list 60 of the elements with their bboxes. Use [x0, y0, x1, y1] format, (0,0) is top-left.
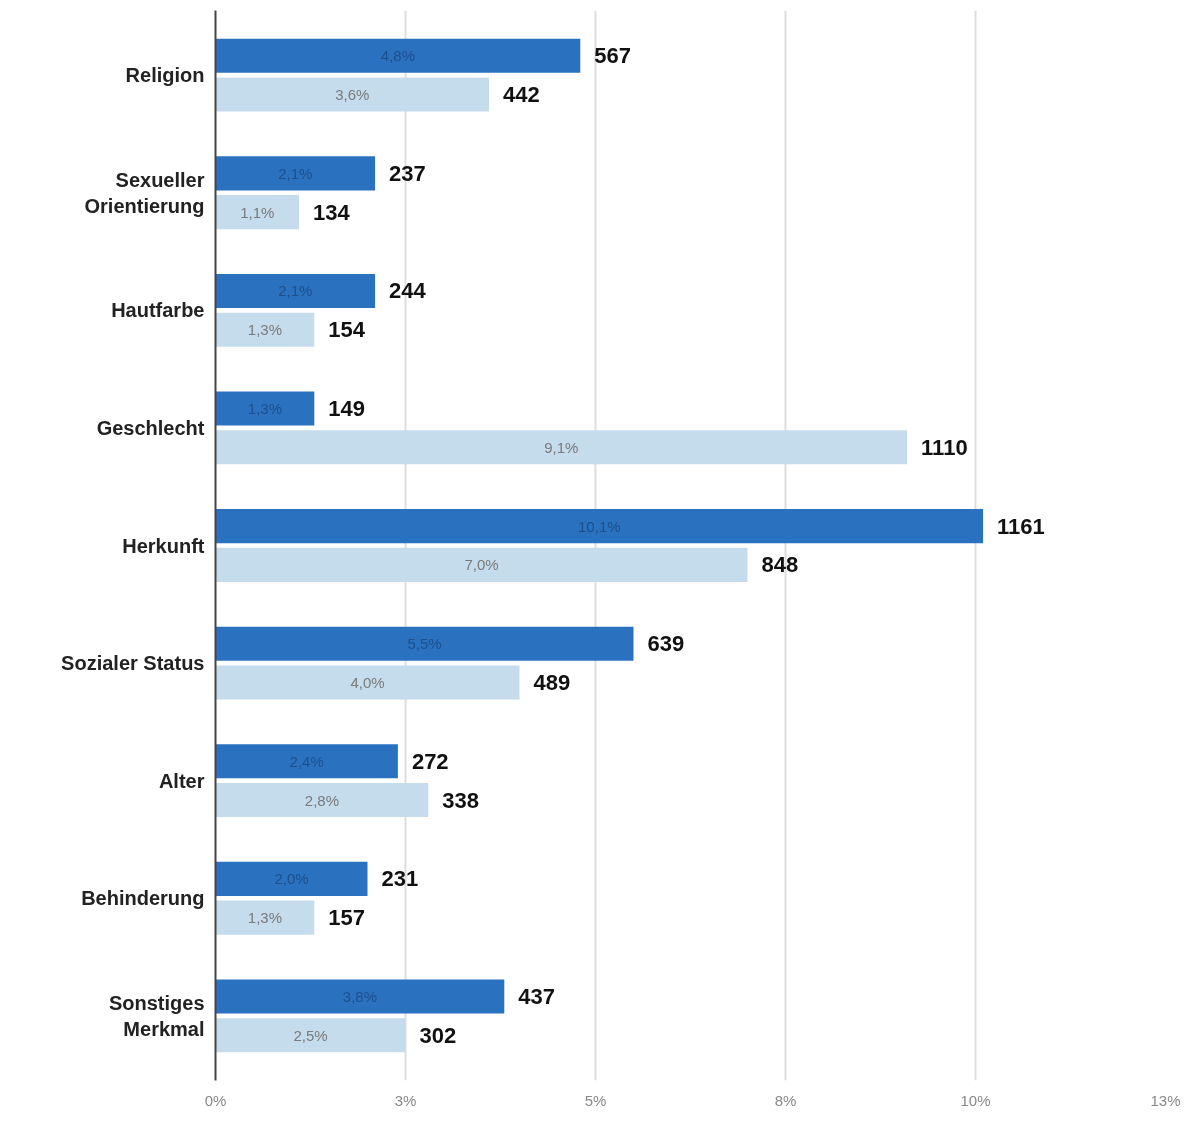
bar: [215, 312, 315, 347]
bar: [215, 626, 634, 661]
annotation: 1161: [997, 513, 1045, 539]
x-tick-label: 13%: [1150, 1091, 1181, 1109]
annotation: 244: [389, 278, 427, 304]
data-label: 7,0%: [464, 556, 499, 574]
bar: [215, 195, 300, 230]
bar: [215, 509, 984, 544]
y-tick-label: Religion: [125, 64, 205, 87]
bar: [215, 547, 748, 582]
y-tick-label: Geschlecht: [96, 416, 205, 439]
data-label: 2,5%: [293, 1026, 328, 1044]
data-label: 3,6%: [335, 86, 370, 104]
annotation: 338: [442, 787, 480, 813]
annotation: 157: [328, 905, 366, 931]
annotation: 639: [647, 631, 685, 657]
bar: [215, 273, 376, 308]
x-tick-label: 8%: [774, 1091, 797, 1109]
annotation: 1110: [921, 434, 968, 460]
data-label: 2,8%: [304, 791, 340, 809]
data-label: 1,3%: [247, 909, 283, 927]
bar: [215, 900, 315, 935]
x-tick-label: 5%: [584, 1091, 607, 1109]
bar: [215, 77, 490, 112]
annotation: 302: [419, 1022, 457, 1048]
annotation: 848: [761, 552, 799, 578]
y-tick-label: Behinderung: [81, 887, 205, 910]
y-tick-label: Herkunft: [122, 534, 205, 557]
bar: [215, 783, 429, 818]
bar: [215, 391, 315, 426]
annotation: 237: [389, 160, 426, 186]
annotation: 437: [518, 983, 556, 1009]
data-label: 9,1%: [544, 438, 579, 456]
data-label: 4,0%: [350, 673, 385, 691]
bar: [215, 1018, 406, 1053]
annotation: 154: [328, 317, 366, 343]
annotation: 489: [533, 669, 571, 695]
x-tick-label: 0%: [204, 1091, 227, 1109]
annotation: 149: [328, 396, 366, 422]
bar: [215, 156, 376, 191]
annotation: 231: [381, 866, 419, 892]
data-label: 1,3%: [247, 321, 283, 339]
x-tick-label: 3%: [394, 1091, 417, 1109]
annotation: 134: [313, 199, 351, 225]
y-tick-label: Sexueller Orientierung: [84, 168, 205, 217]
bar: [215, 979, 505, 1014]
y-tick-label: Alter: [158, 769, 205, 792]
x-tick-label: 10%: [960, 1091, 991, 1109]
annotation: 272: [411, 748, 449, 774]
annotation: 567: [594, 43, 632, 69]
y-tick-label: Sozialer Status: [61, 652, 205, 675]
bar: [215, 38, 581, 73]
annotation: 442: [503, 82, 540, 108]
bar: [215, 861, 368, 896]
bar: [215, 665, 520, 700]
bar: [215, 430, 908, 465]
data-label: 1,1%: [240, 203, 275, 221]
y-tick-label: Hautfarbe: [111, 299, 205, 322]
bar: [215, 744, 398, 779]
y-tick-label: Sonstiges Merkmal: [108, 991, 205, 1041]
